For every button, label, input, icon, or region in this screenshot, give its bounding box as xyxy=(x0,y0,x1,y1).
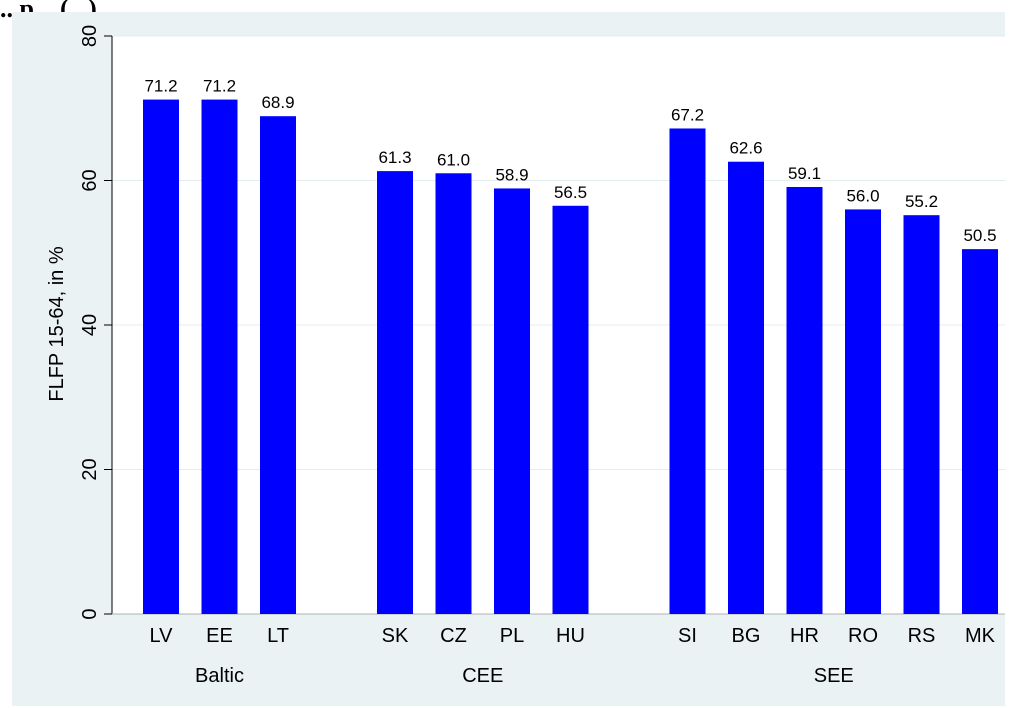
bar-hr xyxy=(786,187,823,614)
bar-ro xyxy=(845,209,881,614)
bar-si xyxy=(669,128,706,614)
bar-ee xyxy=(201,99,238,614)
data-label-bg: 62.6 xyxy=(729,139,762,158)
bar-rs xyxy=(903,215,940,614)
data-label-pl: 58.9 xyxy=(495,165,528,184)
bar-chart: 0 20 40 60 80 71.2 LV 71.2 EE 68.9 LT Baltic 61.3 SK… xyxy=(46,25,1005,687)
bar-mk xyxy=(962,249,998,614)
group-label-baltic: Baltic xyxy=(195,665,244,687)
data-label-si: 67.2 xyxy=(671,105,704,124)
x-tick-label-mk: MK xyxy=(965,625,996,647)
chart-frame: 0 20 40 60 80 71.2 LV 71.2 EE 68.9 LT Baltic 61.3 SK… xyxy=(12,12,1005,706)
bar-cz xyxy=(435,173,472,614)
bar-bg xyxy=(728,161,764,614)
x-tick-label-bg: BG xyxy=(732,625,761,647)
x-tick-label-lt: LT xyxy=(267,625,289,647)
bar-hu xyxy=(552,205,589,614)
x-tick-label-rs: RS xyxy=(908,625,936,647)
bar-lt xyxy=(260,116,296,614)
y-tick-label: 20 xyxy=(79,458,101,480)
x-tick-label-hu: HU xyxy=(556,625,585,647)
data-label-ro: 56.0 xyxy=(846,186,879,205)
y-tick-label: 40 xyxy=(79,314,101,336)
bar-lv xyxy=(143,99,179,614)
labels: 71.2 LV 71.2 EE 68.9 LT Baltic 61.3 SK 61.0 CZ 58.9… xyxy=(144,77,996,687)
data-label-hu: 56.5 xyxy=(554,183,587,202)
data-label-lv: 71.2 xyxy=(144,77,177,96)
data-label-mk: 50.5 xyxy=(963,226,996,245)
x-tick-label-si: SI xyxy=(678,625,697,647)
y-tick-label: 60 xyxy=(79,169,101,191)
bars xyxy=(143,99,998,615)
y-tick-label: 80 xyxy=(79,25,101,47)
y-tick-label: 0 xyxy=(79,608,101,619)
x-tick-label-ro: RO xyxy=(848,625,878,647)
x-tick-label-sk: SK xyxy=(382,625,409,647)
data-label-cz: 61.0 xyxy=(437,150,470,169)
data-label-lt: 68.9 xyxy=(261,93,294,112)
data-label-hr: 59.1 xyxy=(788,164,821,183)
group-label-see: SEE xyxy=(814,665,854,687)
data-label-sk: 61.3 xyxy=(378,148,411,167)
x-tick-label-lv: LV xyxy=(150,625,174,647)
group-label-cee: CEE xyxy=(462,665,503,687)
data-label-ee: 71.2 xyxy=(203,77,236,96)
bar-pl xyxy=(494,188,530,614)
data-label-rs: 55.2 xyxy=(905,192,938,211)
bar-sk xyxy=(377,171,413,615)
x-tick-label-ee: EE xyxy=(206,625,233,647)
x-tick-label-cz: CZ xyxy=(440,625,467,647)
y-axis-label: FLFP 15-64, in % xyxy=(46,246,68,401)
x-tick-label-pl: PL xyxy=(500,625,524,647)
x-tick-label-hr: HR xyxy=(790,625,819,647)
